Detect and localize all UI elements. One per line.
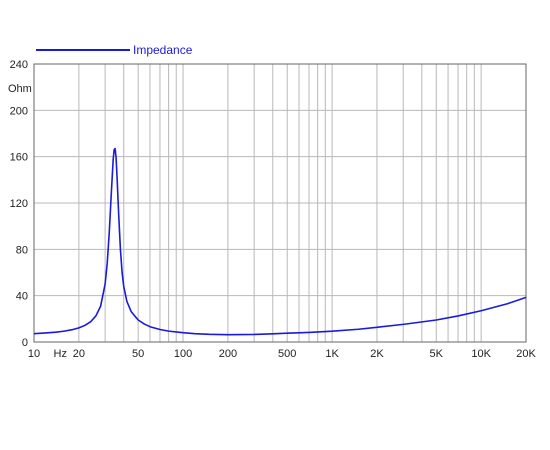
x-tick-label: 2K [370, 348, 384, 360]
y-tick-labels: 0 40 80 120 160 200 240 [10, 59, 28, 349]
grid [34, 64, 526, 342]
x-tick-label: 5K [430, 348, 444, 360]
y-tick-label: 160 [10, 152, 28, 164]
x-tick-label: 100 [174, 348, 192, 360]
x-tick-label: 1K [325, 348, 339, 360]
y-tick-label: 120 [10, 198, 28, 210]
x-tick-labels: 10 Hz 20 50 100 200 500 1K 2K 5K 10K 20K [28, 348, 537, 360]
legend: Impedance [36, 43, 193, 57]
y-tick-label: 40 [16, 291, 28, 303]
y-tick-label: 200 [10, 105, 28, 117]
x-tick-label: Hz [54, 348, 67, 360]
x-tick-label: 500 [278, 348, 296, 360]
x-tick-label: 200 [219, 348, 237, 360]
y-tick-label: 80 [16, 244, 28, 256]
series-line-impedance [33, 147, 527, 336]
x-tick-label: 10 [28, 348, 40, 360]
x-tick-label: 20K [516, 348, 536, 360]
y-axis-unit-label: Ohm [8, 83, 32, 95]
x-tick-label: 50 [132, 348, 144, 360]
plot-frame [33, 63, 527, 343]
x-tick-label: 10K [471, 348, 491, 360]
y-tick-label: 240 [10, 59, 28, 71]
y-tick-label: 0 [22, 337, 28, 349]
legend-label-impedance: Impedance [133, 43, 193, 57]
x-tick-label: 20 [73, 348, 85, 360]
